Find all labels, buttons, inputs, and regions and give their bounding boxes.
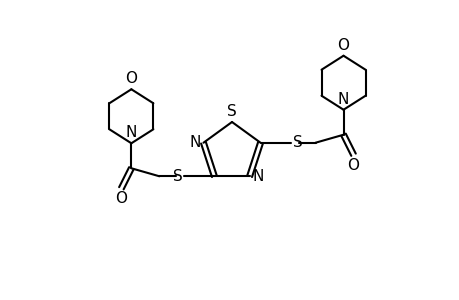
Text: N: N [189, 135, 200, 150]
Text: S: S [227, 104, 236, 119]
Text: N: N [252, 169, 263, 184]
Text: S: S [172, 169, 182, 184]
Text: N: N [337, 92, 348, 107]
Text: O: O [337, 38, 349, 53]
Text: O: O [125, 71, 137, 86]
Text: O: O [115, 191, 127, 206]
Text: S: S [292, 135, 302, 150]
Text: O: O [347, 158, 359, 173]
Text: N: N [125, 125, 137, 140]
